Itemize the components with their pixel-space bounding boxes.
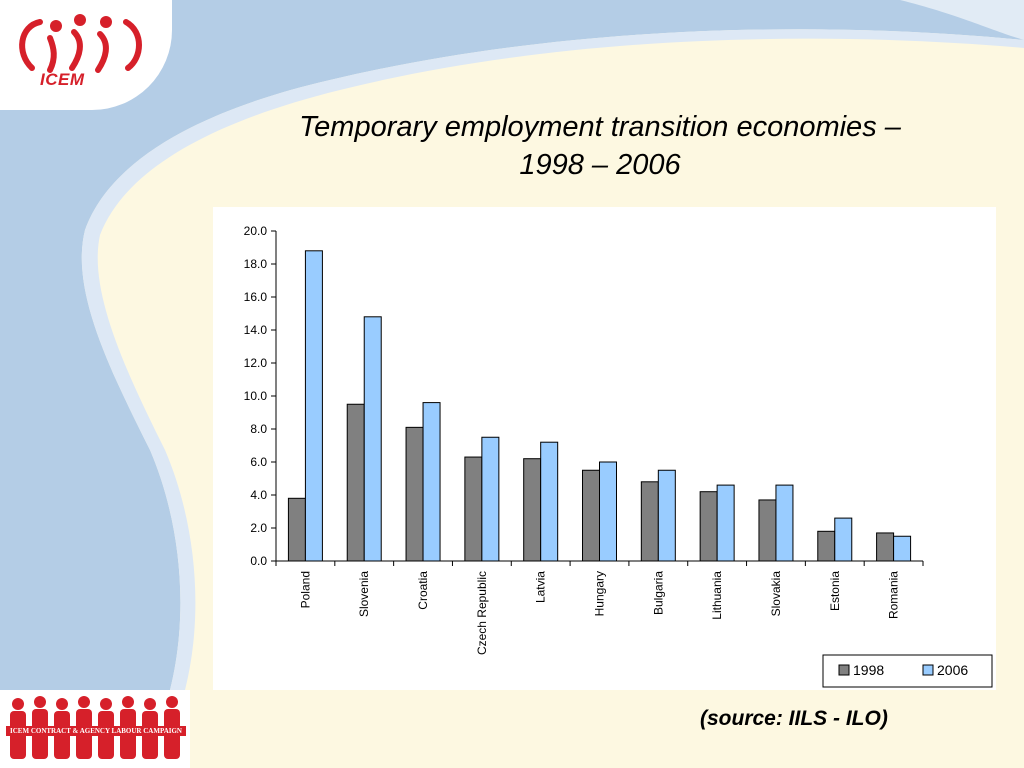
campaign-logo-text: ICEM CONTRACT & AGENCY LABOUR CAMPAIGN <box>6 726 186 736</box>
slide-title-line2: 1998 – 2006 <box>519 149 681 181</box>
y-tick-label: 2.0 <box>250 521 267 535</box>
x-tick-label: Czech Republic <box>475 571 489 655</box>
legend-swatch-2006 <box>922 664 934 676</box>
x-tick-label: Croatia <box>416 571 430 610</box>
bar-1998-latvia <box>523 458 542 562</box>
bar-1998-croatia <box>405 426 424 562</box>
bar-2006-latvia <box>540 441 559 562</box>
slide-title-line1: Temporary employment transition economie… <box>299 111 901 143</box>
bar-1998-bulgaria <box>640 481 659 562</box>
bar-chart: 0.0 2.0 4.0 6.0 8.0 10.0 12.0 14.0 16.0 18.0 20.0 P… <box>244 224 993 688</box>
legend-label-1998: 1998 <box>853 662 884 678</box>
x-tick-label: Romania <box>887 571 901 619</box>
y-tick-label: 8.0 <box>250 422 267 436</box>
y-tick-label: 0.0 <box>250 554 267 568</box>
x-tick-label: Bulgaria <box>651 571 665 615</box>
icem-logo-panel: ICEM <box>0 0 172 110</box>
bar-1998-slovenia <box>346 403 365 562</box>
y-tick-label: 18.0 <box>244 257 268 271</box>
bar-2006-hungary <box>599 461 617 562</box>
y-tick-label: 6.0 <box>250 455 267 469</box>
bar-1998-czech-republic <box>464 456 483 562</box>
y-tick-label: 14.0 <box>244 323 268 337</box>
x-tick-label: Latvia <box>534 571 548 603</box>
legend-box <box>822 654 993 688</box>
bar-1998-romania <box>876 532 895 562</box>
bar-2006-poland <box>304 250 323 562</box>
bar-2006-slovakia <box>775 484 794 562</box>
legend-swatch-1998 <box>838 664 850 676</box>
campaign-logo: ICEM CONTRACT & AGENCY LABOUR CAMPAIGN <box>0 690 190 768</box>
icem-logo-icon <box>19 14 142 73</box>
source-citation: (source: IILS - ILO) <box>700 707 888 730</box>
bar-2006-lithuania <box>716 484 735 562</box>
x-tick-label: Slovakia <box>769 571 783 617</box>
bar-2006-estonia <box>834 517 853 562</box>
bar-1998-poland <box>287 497 306 562</box>
bar-2006-bulgaria <box>657 469 676 562</box>
bar-1998-lithuania <box>699 491 718 562</box>
x-tick-label: Estonia <box>828 571 842 611</box>
y-tick-label: 12.0 <box>244 356 268 370</box>
legend-label-2006: 2006 <box>937 662 968 678</box>
bar-2006-romania <box>893 535 912 562</box>
icem-logo-text: ICEM <box>40 70 85 89</box>
slide-title: Temporary employment transition economie… <box>230 108 970 184</box>
bar-1998-hungary <box>582 469 600 562</box>
x-tick-label: Poland <box>298 571 312 608</box>
bar-1998-slovakia <box>758 499 777 562</box>
bar-2006-croatia <box>422 402 441 562</box>
y-tick-label: 16.0 <box>244 290 268 304</box>
x-tick-label: Slovenia <box>357 571 371 617</box>
y-tick-label: 20.0 <box>244 224 268 238</box>
bar-1998-estonia <box>817 530 836 562</box>
y-tick-label: 10.0 <box>244 389 268 403</box>
bar-2006-czech-republic <box>481 436 500 562</box>
chart-panel: 0.0 2.0 4.0 6.0 8.0 10.0 12.0 14.0 16.0 18.0 20.0 P… <box>213 207 996 690</box>
y-tick-label: 4.0 <box>250 488 267 502</box>
x-tick-label: Hungary <box>593 571 607 616</box>
bar-2006-slovenia <box>363 316 382 562</box>
x-tick-label: Lithuania <box>710 571 724 620</box>
